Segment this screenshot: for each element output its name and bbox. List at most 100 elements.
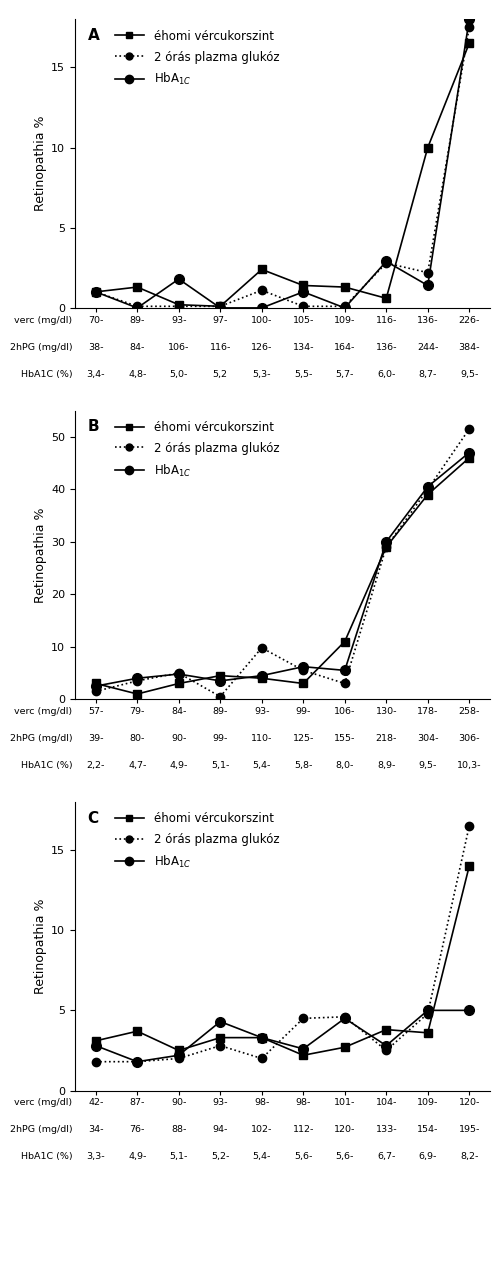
Text: 4,7-: 4,7- bbox=[128, 761, 146, 770]
Text: 5,2-: 5,2- bbox=[211, 1152, 230, 1161]
Text: 84-: 84- bbox=[130, 343, 145, 352]
Text: 258-: 258- bbox=[458, 707, 480, 716]
Text: 112-: 112- bbox=[292, 1125, 314, 1134]
Text: 76-: 76- bbox=[130, 1125, 145, 1134]
Text: 70-: 70- bbox=[88, 316, 104, 325]
Text: 97-: 97- bbox=[212, 316, 228, 325]
Text: 218-: 218- bbox=[376, 734, 397, 743]
Text: 130-: 130- bbox=[376, 707, 397, 716]
Text: 5,1-: 5,1- bbox=[170, 1152, 188, 1161]
Text: 178-: 178- bbox=[417, 707, 438, 716]
Text: 101-: 101- bbox=[334, 1098, 355, 1107]
Text: 155-: 155- bbox=[334, 734, 355, 743]
Text: verc (mg/dl): verc (mg/dl) bbox=[14, 707, 72, 716]
Text: 8,0-: 8,0- bbox=[336, 761, 354, 770]
Text: 106-: 106- bbox=[168, 343, 190, 352]
Text: 57-: 57- bbox=[88, 707, 104, 716]
Text: A: A bbox=[88, 28, 99, 42]
Text: 34-: 34- bbox=[88, 1125, 104, 1134]
Text: 4,8-: 4,8- bbox=[128, 370, 146, 378]
Text: 94-: 94- bbox=[212, 1125, 228, 1134]
Text: 89-: 89- bbox=[130, 316, 145, 325]
Y-axis label: Retinopathia %: Retinopathia % bbox=[34, 507, 47, 603]
Text: 154-: 154- bbox=[417, 1125, 438, 1134]
Text: 126-: 126- bbox=[251, 343, 272, 352]
Text: 136-: 136- bbox=[376, 343, 397, 352]
Text: 120-: 120- bbox=[458, 1098, 480, 1107]
Text: 195-: 195- bbox=[458, 1125, 480, 1134]
Text: 136-: 136- bbox=[417, 316, 438, 325]
Text: 120-: 120- bbox=[334, 1125, 355, 1134]
Text: 4,9-: 4,9- bbox=[128, 1152, 146, 1161]
Text: 80-: 80- bbox=[130, 734, 145, 743]
Text: 93-: 93- bbox=[212, 1098, 228, 1107]
Text: C: C bbox=[88, 811, 99, 825]
Text: 10,3-: 10,3- bbox=[457, 761, 481, 770]
Text: 90-: 90- bbox=[171, 734, 186, 743]
Text: 164-: 164- bbox=[334, 343, 355, 352]
Text: 42-: 42- bbox=[88, 1098, 104, 1107]
Legend: éhomi vércukorszint, 2 órás plazma glukóz, HbA$_{1C}$: éhomi vércukorszint, 2 órás plazma glukó… bbox=[110, 808, 284, 875]
Text: 106-: 106- bbox=[334, 707, 355, 716]
Text: 5,4-: 5,4- bbox=[252, 761, 271, 770]
Text: 100-: 100- bbox=[251, 316, 272, 325]
Text: 306-: 306- bbox=[458, 734, 480, 743]
Text: 109-: 109- bbox=[417, 1098, 438, 1107]
Text: 9,5-: 9,5- bbox=[418, 761, 437, 770]
Text: 5,8-: 5,8- bbox=[294, 761, 312, 770]
Text: 8,9-: 8,9- bbox=[377, 761, 396, 770]
Text: 109-: 109- bbox=[334, 316, 355, 325]
Text: 5,5-: 5,5- bbox=[294, 370, 312, 378]
Text: 99-: 99- bbox=[212, 734, 228, 743]
Text: 39-: 39- bbox=[88, 734, 104, 743]
Text: HbA1C (%): HbA1C (%) bbox=[21, 1152, 72, 1161]
Text: 3,3-: 3,3- bbox=[86, 1152, 105, 1161]
Text: 5,4-: 5,4- bbox=[252, 1152, 271, 1161]
Text: 5,1-: 5,1- bbox=[211, 761, 230, 770]
Text: 9,5-: 9,5- bbox=[460, 370, 478, 378]
Text: 6,7-: 6,7- bbox=[377, 1152, 396, 1161]
Text: 90-: 90- bbox=[171, 1098, 186, 1107]
Text: 384-: 384- bbox=[458, 343, 480, 352]
Text: 6,9-: 6,9- bbox=[418, 1152, 437, 1161]
Text: 89-: 89- bbox=[212, 707, 228, 716]
Text: HbA1C (%): HbA1C (%) bbox=[21, 370, 72, 378]
Text: 38-: 38- bbox=[88, 343, 104, 352]
Text: 5,7-: 5,7- bbox=[336, 370, 354, 378]
Text: 6,0-: 6,0- bbox=[377, 370, 396, 378]
Text: 102-: 102- bbox=[251, 1125, 272, 1134]
Text: 5,2: 5,2 bbox=[213, 370, 228, 378]
Text: 98-: 98- bbox=[296, 1098, 311, 1107]
Legend: éhomi vércukorszint, 2 órás plazma glukóz, HbA$_{1C}$: éhomi vércukorszint, 2 órás plazma glukó… bbox=[110, 417, 284, 484]
Text: 104-: 104- bbox=[376, 1098, 397, 1107]
Text: 133-: 133- bbox=[376, 1125, 397, 1134]
Text: 79-: 79- bbox=[130, 707, 145, 716]
Text: 5,3-: 5,3- bbox=[252, 370, 271, 378]
Text: verc (mg/dl): verc (mg/dl) bbox=[14, 1098, 72, 1107]
Text: 8,2-: 8,2- bbox=[460, 1152, 478, 1161]
Text: 116-: 116- bbox=[210, 343, 231, 352]
Text: 125-: 125- bbox=[292, 734, 314, 743]
Text: 8,7-: 8,7- bbox=[418, 370, 437, 378]
Text: 244-: 244- bbox=[417, 343, 438, 352]
Text: B: B bbox=[88, 420, 99, 434]
Y-axis label: Retinopathia %: Retinopathia % bbox=[34, 898, 47, 994]
Text: 99-: 99- bbox=[296, 707, 311, 716]
Text: 5,6-: 5,6- bbox=[294, 1152, 312, 1161]
Text: 93-: 93- bbox=[171, 316, 186, 325]
Text: HbA1C (%): HbA1C (%) bbox=[21, 761, 72, 770]
Text: 98-: 98- bbox=[254, 1098, 270, 1107]
Text: 5,0-: 5,0- bbox=[170, 370, 188, 378]
Text: 2,2-: 2,2- bbox=[86, 761, 105, 770]
Text: 4,9-: 4,9- bbox=[170, 761, 188, 770]
Text: 87-: 87- bbox=[130, 1098, 145, 1107]
Text: 304-: 304- bbox=[417, 734, 438, 743]
Text: 110-: 110- bbox=[251, 734, 272, 743]
Text: 2hPG (mg/dl): 2hPG (mg/dl) bbox=[10, 734, 72, 743]
Text: verc (mg/dl): verc (mg/dl) bbox=[14, 316, 72, 325]
Text: 5,6-: 5,6- bbox=[336, 1152, 354, 1161]
Text: 84-: 84- bbox=[171, 707, 186, 716]
Text: 88-: 88- bbox=[171, 1125, 186, 1134]
Text: 226-: 226- bbox=[458, 316, 480, 325]
Y-axis label: Retinopathia %: Retinopathia % bbox=[34, 115, 47, 212]
